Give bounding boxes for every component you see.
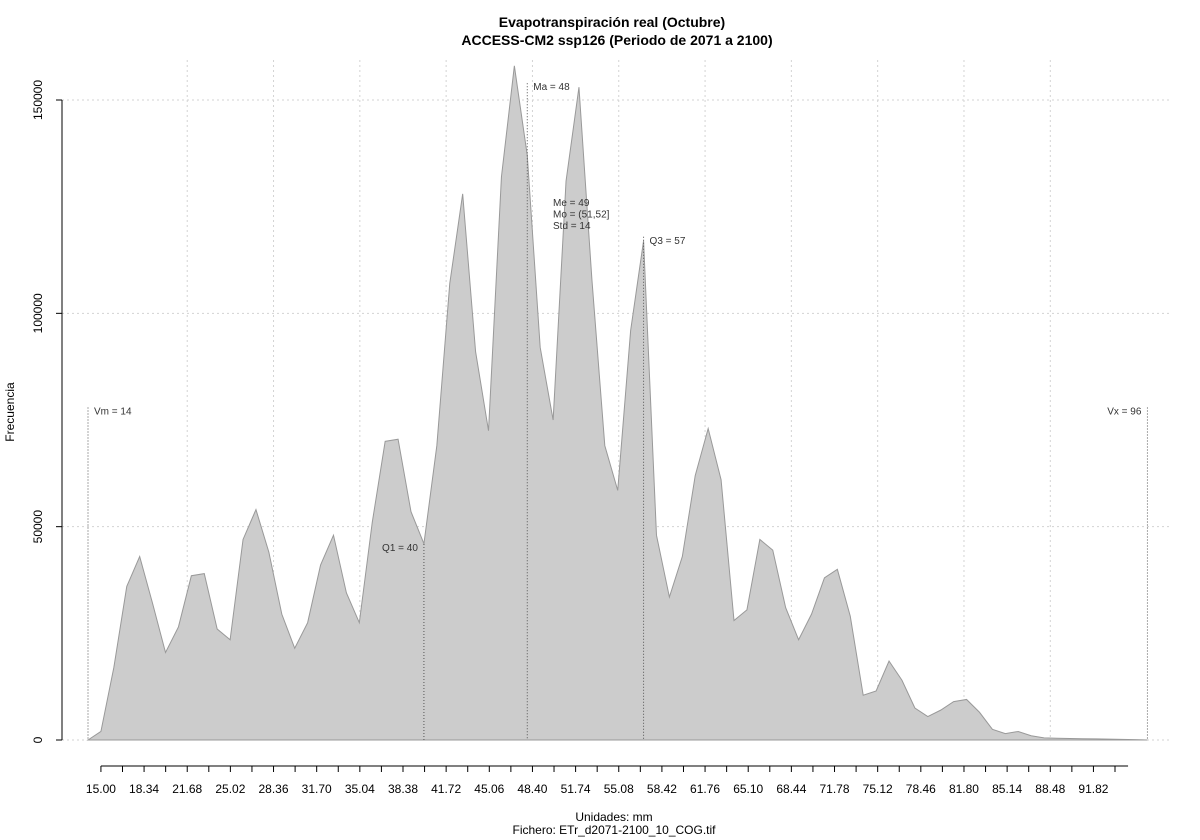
statistic-label: Ma = 48 (533, 82, 570, 93)
y-tick-label: 150000 (31, 80, 45, 120)
statistic-label: Vx = 96 (1107, 406, 1142, 417)
statistic-lines: Vm = 14 Q1 = 40 Ma = 48 Q3 = 57 Vx = 96 (87, 82, 1148, 740)
x-tick-label: 78.46 (906, 782, 936, 796)
x-tick-label: 48.40 (517, 782, 547, 796)
x-tick-label: 81.80 (949, 782, 979, 796)
x-tick-label: 35.04 (345, 782, 375, 796)
x-tick-label: 15.00 (86, 782, 116, 796)
x-tick-label: 21.68 (172, 782, 202, 796)
file-caption: Fichero: ETr_d2071-2100_10_COG.tif (513, 823, 717, 837)
x-tick-label: 75.12 (863, 782, 893, 796)
x-tick-label: 18.34 (129, 782, 159, 796)
chart-title: Evapotranspiración real (Octubre) (499, 14, 725, 30)
x-tick-label: 85.14 (992, 782, 1022, 796)
x-tick-label: 45.06 (474, 782, 504, 796)
x-tick-label: 31.70 (302, 782, 332, 796)
y-tick-label: 100000 (31, 293, 45, 333)
x-axis: 15.00 18.34 21.68 25.02 28.36 31.70 35.04 38.38… (86, 765, 1129, 796)
x-tick-label: 25.02 (215, 782, 245, 796)
statistic-label: Vm = 14 (94, 406, 132, 417)
frequency-area-layer (86, 65, 1148, 741)
y-axis: 0 50000 100000 150000 (31, 80, 63, 743)
statistic-label: Q3 = 57 (650, 236, 686, 247)
x-tick-label: 68.44 (776, 782, 806, 796)
statistic-label: Q1 = 40 (382, 543, 418, 554)
y-axis-title: Frecuencia (3, 382, 17, 442)
x-tick-label: 91.82 (1078, 782, 1108, 796)
y-tick-label: 0 (31, 736, 45, 743)
x-tick-label: 71.78 (820, 782, 850, 796)
x-tick-label: 88.48 (1035, 782, 1065, 796)
statistic-text: Std = 14 (553, 221, 591, 232)
x-axis-title: Unidades: mm (575, 810, 652, 824)
x-tick-label: 51.74 (561, 782, 591, 796)
chart-subtitle: ACCESS-CM2 ssp126 (Periodo de 2071 a 210… (461, 32, 772, 48)
statistic-text: Mo = (51,52] (553, 210, 610, 221)
y-tick-label: 50000 (31, 510, 45, 544)
statistic-text: Me = 49 (553, 198, 590, 209)
x-tick-label: 38.38 (388, 782, 418, 796)
x-tick-label: 61.76 (690, 782, 720, 796)
x-tick-label: 65.10 (733, 782, 763, 796)
x-tick-label: 41.72 (431, 782, 461, 796)
x-tick-label: 28.36 (259, 782, 289, 796)
frequency-area (86, 65, 1148, 741)
x-tick-label: 58.42 (647, 782, 677, 796)
x-tick-label: 55.08 (604, 782, 634, 796)
